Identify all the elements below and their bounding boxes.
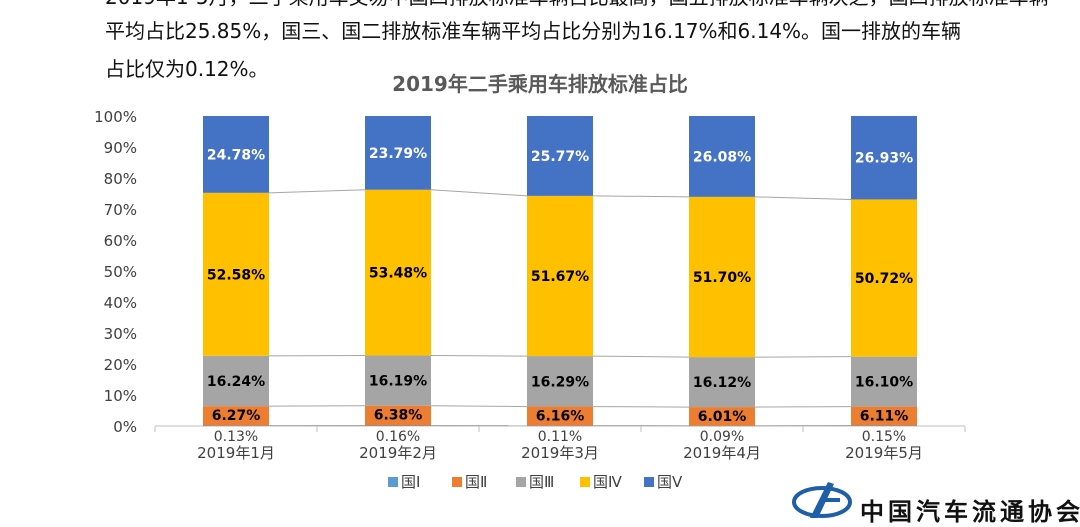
data-label: 6.16%: [536, 409, 585, 425]
y-tick-label: 100%: [94, 108, 137, 126]
chart-title: 2019年二手乘用车排放标准占比: [392, 72, 688, 96]
legend-label: 国Ⅴ: [657, 473, 683, 491]
legend-label: 国Ⅳ: [593, 473, 622, 491]
data-label: 6.11%: [860, 409, 909, 425]
data-label: 0.15%: [862, 429, 906, 445]
data-label: 16.29%: [531, 374, 589, 390]
data-label: 16.12%: [693, 375, 751, 391]
bar-segment: [689, 426, 755, 427]
y-tick-label: 10%: [104, 387, 137, 405]
data-label: 51.70%: [693, 270, 751, 286]
data-label: 6.27%: [212, 408, 261, 424]
legend-label: 国Ⅱ: [465, 473, 487, 491]
y-tick-label: 90%: [104, 139, 137, 157]
legend-swatch: [516, 477, 526, 487]
data-label: 23.79%: [369, 146, 427, 162]
y-tick-label: 30%: [104, 325, 137, 343]
series-line: [431, 356, 527, 357]
series-line: [593, 196, 689, 197]
y-tick-label: 50%: [104, 263, 137, 281]
data-label: 16.10%: [855, 375, 913, 391]
legend-label: 国Ⅰ: [401, 473, 420, 491]
legend-label: 国Ⅲ: [529, 473, 554, 491]
data-label: 0.09%: [700, 429, 744, 445]
y-tick-label: 80%: [104, 170, 137, 188]
cada-logo-icon: [790, 478, 854, 522]
data-label: 0.11%: [538, 429, 582, 445]
x-tick-label: 2019年3月: [521, 444, 599, 462]
legend-swatch: [580, 477, 590, 487]
legend-swatch: [644, 477, 654, 487]
y-tick-label: 60%: [104, 232, 137, 250]
bar-segment: [203, 426, 269, 427]
data-label: 51.67%: [531, 269, 589, 285]
series-line: [431, 406, 527, 407]
data-label: 16.24%: [207, 374, 265, 390]
x-tick-label: 2019年5月: [845, 444, 923, 462]
data-label: 53.48%: [369, 266, 427, 282]
data-label: 6.01%: [698, 409, 747, 425]
data-label: 25.77%: [531, 149, 589, 165]
x-tick-label: 2019年2月: [359, 444, 437, 462]
bar-segment: [527, 426, 593, 427]
x-tick-label: 2019年4月: [683, 444, 761, 462]
y-tick-label: 40%: [104, 294, 137, 312]
y-tick-label: 20%: [104, 356, 137, 374]
legend-swatch: [388, 477, 398, 487]
data-label: 26.93%: [855, 151, 913, 167]
data-label: 16.19%: [369, 374, 427, 390]
series-line: [431, 190, 527, 196]
series-line: [593, 356, 689, 357]
legend-swatch: [452, 477, 462, 487]
series-line: [593, 407, 689, 408]
data-label: 50.72%: [855, 271, 913, 287]
data-label: 6.38%: [374, 408, 423, 424]
series-line: [755, 197, 851, 200]
data-label: 52.58%: [207, 267, 265, 283]
y-tick-label: 70%: [104, 201, 137, 219]
data-label: 24.78%: [207, 147, 265, 163]
bar-segment: [365, 426, 431, 427]
data-label: 26.08%: [693, 149, 751, 165]
y-tick-label: 0%: [113, 418, 137, 436]
data-label: 0.13%: [214, 429, 258, 445]
x-tick-label: 2019年1月: [197, 444, 275, 462]
data-label: 0.16%: [376, 429, 420, 445]
series-line: [269, 190, 365, 193]
bar-segment: [851, 426, 917, 427]
